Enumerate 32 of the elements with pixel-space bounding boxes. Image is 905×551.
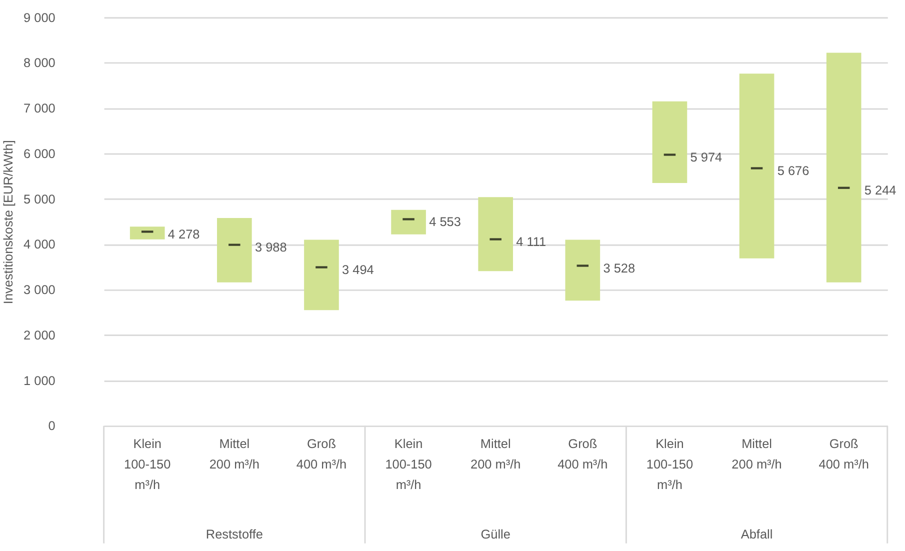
y-axis-title: Investitionskoste [EUR/kWth] [0,140,16,304]
x-tick-label: Mittel 200 m³/h [732,436,782,472]
x-tick-label: Mittel 200 m³/h [470,436,521,472]
x-tick-label: Klein 100-150 m³/h [385,436,432,492]
text: 4 553 [429,214,461,230]
text: Reststoffe [206,526,263,542]
x-tick-label: Klein 100-150 m³/h [124,436,171,492]
text: Gülle [480,526,510,542]
y-tick-label: 0 [48,418,56,434]
text: 5 244 [864,182,896,198]
x-tick-label: Groß 400 m³/h [558,436,608,472]
y-tick-label: 5 000 [24,191,56,206]
y-tick-label: 9 000 [24,10,56,25]
x-tick-label: Klein 100-150 m³/h [646,436,694,492]
y-tick-label: 4 000 [24,236,56,252]
x-tick-label: Groß 400 m³/h [818,436,869,472]
text: 5 676 [777,163,810,178]
y-tick-label: 2 000 [24,327,56,342]
text: 5 974 [690,150,722,165]
y-tick-label: 8 000 [24,55,56,70]
text: 4 278 [168,226,200,242]
y-tick-label: 3 000 [24,282,56,298]
text: 3 988 [254,240,287,255]
x-tick-label: Groß 400 m³/h [296,436,347,472]
y-tick-label: 6 000 [24,146,56,161]
y-tick-label: 1 000 [24,372,56,388]
x-tick-label: Mittel 200 m³/h [209,436,260,472]
text: 4 111 [516,234,546,250]
text: 3 494 [342,262,374,278]
y-tick-label: 7 000 [24,100,56,116]
text: Abfall [740,526,773,542]
text: 3 528 [603,260,636,276]
